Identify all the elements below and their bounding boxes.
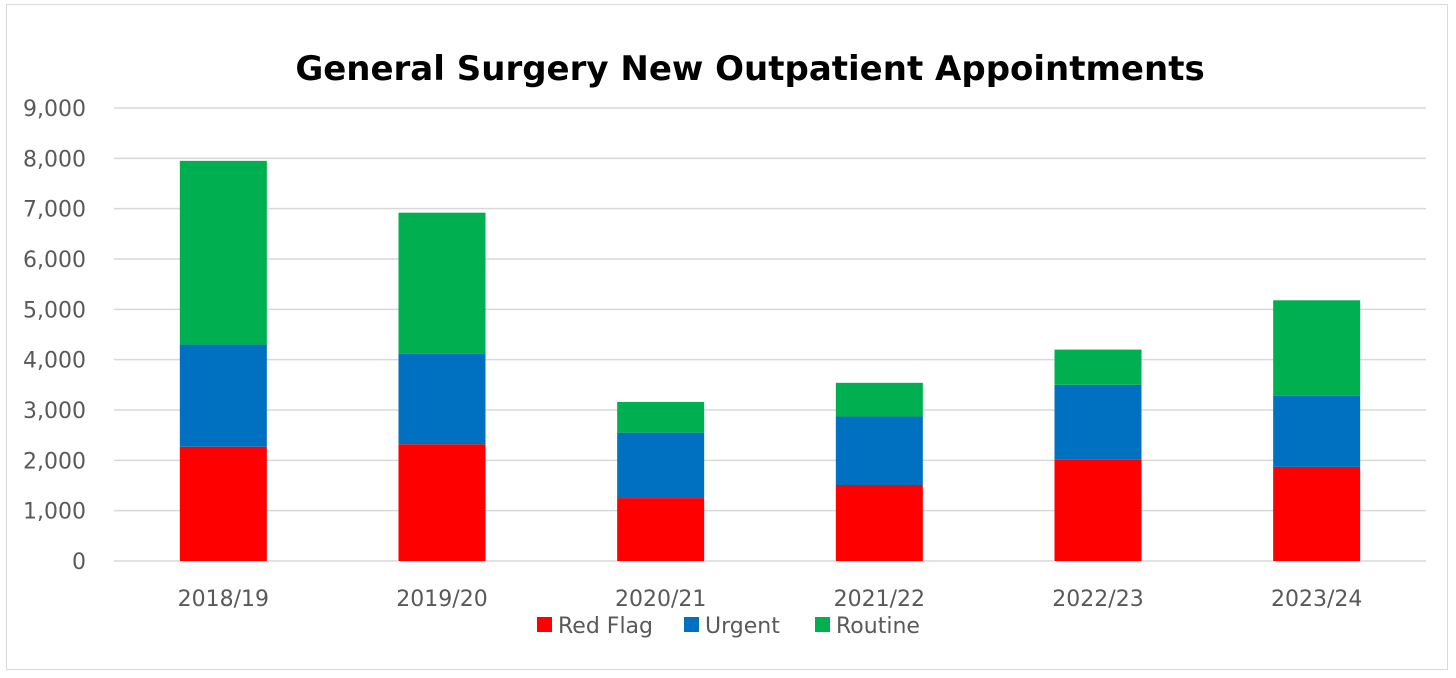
y-tick-label: 3,000 (23, 399, 86, 424)
y-tick-label: 5,000 (23, 298, 86, 323)
bar-segment (1054, 384, 1142, 460)
y-tick-label: 0 (72, 550, 86, 575)
legend-label: Red Flag (558, 614, 653, 639)
bar-segment (835, 416, 923, 485)
legend-label: Routine (836, 614, 920, 639)
bar-segment (617, 401, 705, 433)
y-tick-label: 6,000 (23, 248, 86, 273)
bar-segment (179, 344, 267, 447)
bar-segment (179, 446, 267, 561)
bar-segment (835, 484, 923, 561)
bar-segment (398, 212, 486, 354)
legend-swatch (815, 617, 830, 632)
x-tick-label: 2019/20 (396, 587, 487, 612)
y-tick-label: 1,000 (23, 500, 86, 525)
gridlines (114, 107, 1426, 562)
y-tick-label: 7,000 (23, 198, 86, 223)
bar-segment (398, 444, 486, 561)
bars (179, 160, 1361, 561)
legend: Red Flag Urgent Routine (537, 614, 920, 639)
legend-label: Urgent (705, 614, 780, 639)
y-tick-label: 8,000 (23, 147, 86, 172)
bar-segment (1273, 300, 1361, 396)
legend-swatch (684, 617, 699, 632)
x-axis-ticks: 2018/19 2019/20 2020/21 2021/22 2022/23 2023/… (178, 587, 1363, 612)
bar-segment (617, 498, 705, 561)
bar-segment (835, 382, 923, 417)
chart-title: General Surgery New Outpatient Appointme… (295, 49, 1204, 89)
x-tick-label: 2023/24 (1271, 587, 1362, 612)
y-axis-ticks: 0 1,000 2,000 3,000 4,000 5,000 6,000 7,000 8,00… (23, 97, 86, 575)
bar-segment (1273, 395, 1361, 467)
bar-segment (617, 432, 705, 499)
bar-segment (1054, 459, 1142, 561)
bar-segment (179, 160, 267, 345)
x-tick-label: 2022/23 (1052, 587, 1143, 612)
bar-segment (1054, 349, 1142, 385)
legend-swatch (537, 617, 552, 632)
x-tick-label: 2021/22 (834, 587, 925, 612)
x-tick-label: 2018/19 (178, 587, 269, 612)
y-tick-label: 9,000 (23, 97, 86, 122)
y-tick-label: 4,000 (23, 349, 86, 374)
bar-segment (1273, 466, 1361, 561)
bar-segment (398, 353, 486, 445)
x-tick-label: 2020/21 (615, 587, 706, 612)
y-tick-label: 2,000 (23, 449, 86, 474)
